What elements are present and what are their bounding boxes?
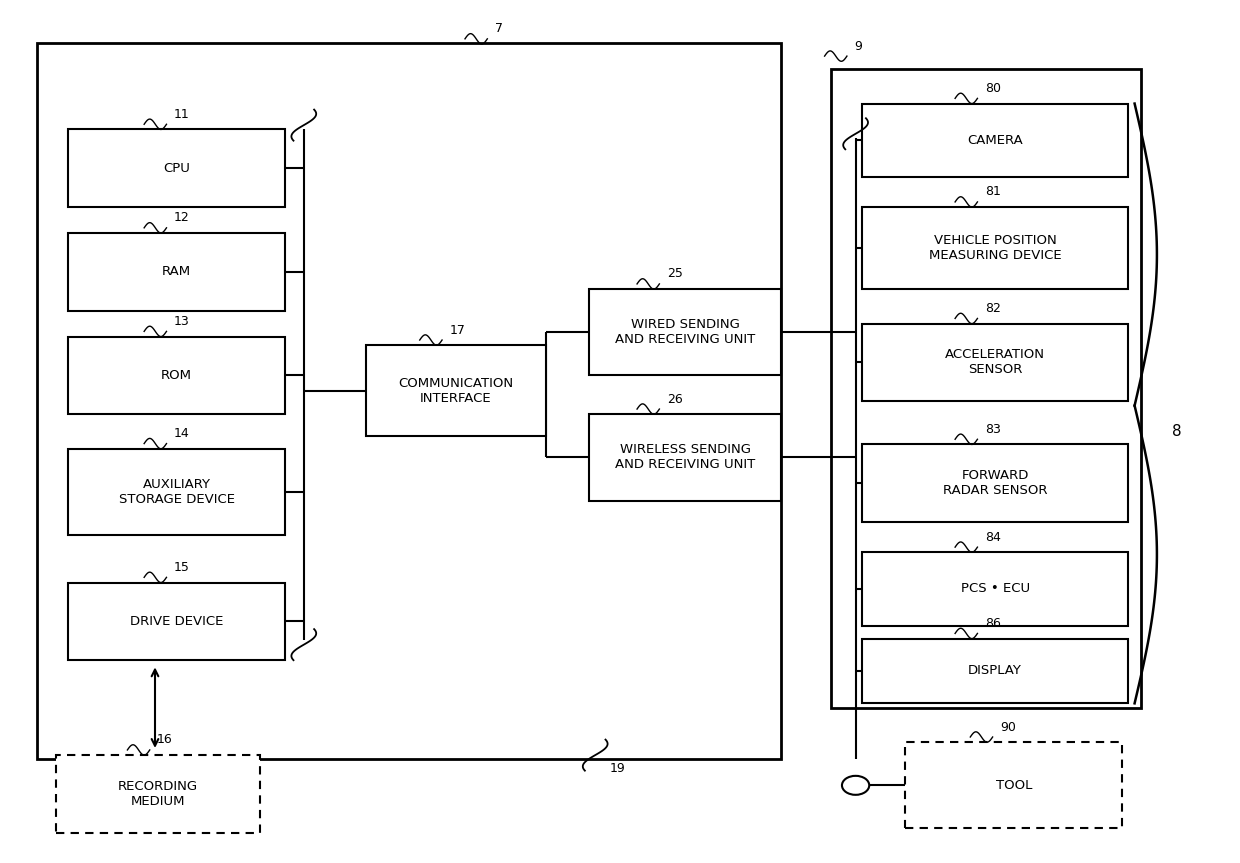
Bar — [862, 104, 1128, 177]
Bar — [862, 207, 1128, 289]
Bar — [862, 444, 1128, 522]
Text: 25: 25 — [667, 268, 683, 280]
Text: 11: 11 — [174, 108, 190, 121]
Text: WIRELESS SENDING
AND RECEIVING UNIT: WIRELESS SENDING AND RECEIVING UNIT — [615, 444, 755, 471]
Text: ACCELERATION
SENSOR: ACCELERATION SENSOR — [945, 349, 1045, 376]
Text: PCS • ECU: PCS • ECU — [961, 583, 1029, 595]
Text: FORWARD
RADAR SENSOR: FORWARD RADAR SENSOR — [942, 469, 1048, 497]
Text: 8: 8 — [1172, 424, 1182, 439]
Text: 12: 12 — [174, 211, 190, 224]
Text: TOOL: TOOL — [996, 778, 1032, 792]
Bar — [589, 289, 781, 375]
Bar — [68, 233, 285, 311]
Bar — [589, 414, 781, 501]
Text: 13: 13 — [174, 315, 190, 328]
Text: COMMUNICATION
INTERFACE: COMMUNICATION INTERFACE — [398, 376, 513, 405]
Text: 14: 14 — [174, 427, 190, 440]
Text: CAMERA: CAMERA — [967, 134, 1023, 147]
Bar — [862, 552, 1128, 626]
Text: AUXILIARY
STORAGE DEVICE: AUXILIARY STORAGE DEVICE — [119, 478, 234, 506]
Text: 86: 86 — [985, 617, 1001, 630]
Bar — [68, 449, 285, 535]
Text: 90: 90 — [999, 721, 1016, 734]
Text: 83: 83 — [985, 423, 1001, 436]
Bar — [37, 43, 781, 759]
Text: DISPLAY: DISPLAY — [968, 665, 1022, 677]
Text: 81: 81 — [985, 186, 1001, 198]
Bar — [905, 742, 1122, 828]
Bar — [68, 337, 285, 414]
Bar — [831, 69, 1141, 708]
Bar — [862, 639, 1128, 703]
Text: 15: 15 — [174, 561, 190, 574]
Bar — [862, 324, 1128, 401]
Text: WIRED SENDING
AND RECEIVING UNIT: WIRED SENDING AND RECEIVING UNIT — [615, 318, 755, 346]
Text: 7: 7 — [495, 22, 502, 35]
Text: 80: 80 — [985, 82, 1001, 95]
Text: 82: 82 — [985, 302, 1001, 315]
Text: RECORDING
MEDIUM: RECORDING MEDIUM — [118, 780, 198, 808]
Bar — [56, 755, 260, 833]
Bar — [366, 345, 546, 436]
Text: CPU: CPU — [164, 161, 190, 175]
Text: 84: 84 — [985, 531, 1001, 544]
Bar — [68, 583, 285, 660]
Text: 9: 9 — [854, 40, 862, 53]
Text: 16: 16 — [157, 734, 172, 746]
Text: 26: 26 — [667, 393, 682, 406]
Bar — [68, 129, 285, 207]
Text: ROM: ROM — [161, 369, 192, 382]
Text: 19: 19 — [610, 761, 626, 775]
Text: DRIVE DEVICE: DRIVE DEVICE — [130, 614, 223, 628]
Text: 17: 17 — [449, 324, 465, 337]
Text: VEHICLE POSITION
MEASURING DEVICE: VEHICLE POSITION MEASURING DEVICE — [929, 234, 1061, 262]
Text: RAM: RAM — [162, 265, 191, 279]
